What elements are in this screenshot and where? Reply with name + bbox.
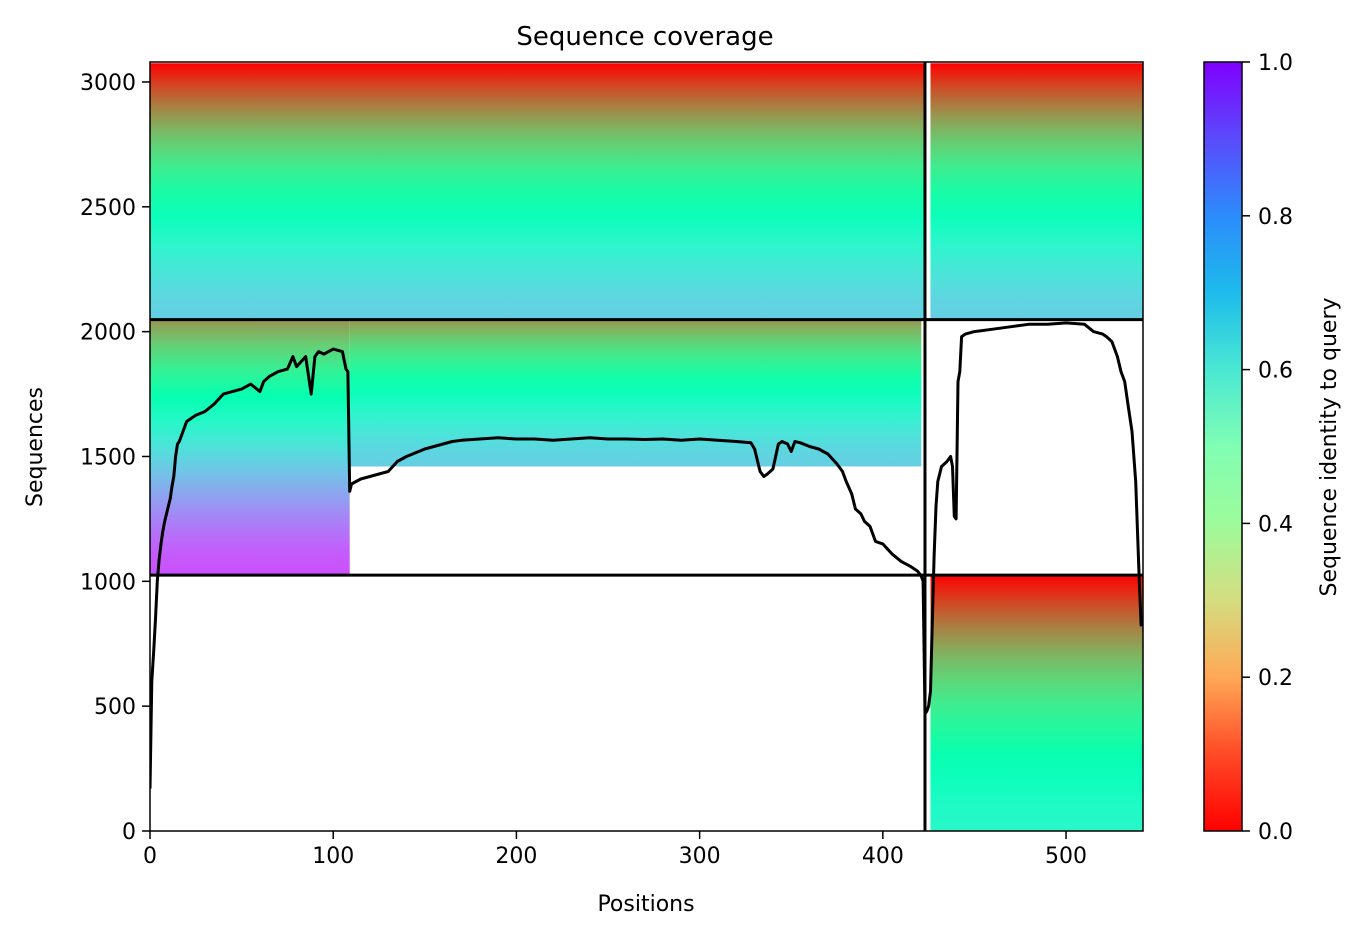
x-tick-label: 500 bbox=[1045, 844, 1087, 869]
block-a-right-mid bbox=[349, 319, 922, 467]
block-b-top bbox=[930, 63, 1143, 320]
x-tick-label: 400 bbox=[862, 844, 904, 869]
colorbar-tick-label: 0.6 bbox=[1258, 359, 1293, 384]
x-tick-label: 0 bbox=[143, 844, 157, 869]
colorbar-tick-label: 0.0 bbox=[1258, 820, 1293, 845]
y-tick-label: 2000 bbox=[80, 321, 136, 346]
x-tick-label: 200 bbox=[495, 844, 537, 869]
chart-title: Sequence coverage bbox=[516, 22, 773, 52]
colorbar-tick-label: 0.4 bbox=[1258, 512, 1293, 537]
colorbar-ticks: 0.0 0.2 0.4 0.6 0.8 1.0 bbox=[1242, 51, 1293, 845]
colorbar-tick-label: 0.2 bbox=[1258, 666, 1293, 691]
block-a-top bbox=[150, 63, 925, 320]
block-a-left-mid bbox=[150, 319, 350, 576]
colorbar-frame bbox=[1203, 61, 1243, 832]
y-tick-label: 1000 bbox=[80, 570, 136, 595]
colorbar-label: Sequence identity to query bbox=[1317, 297, 1342, 596]
colorbar: 0.0 0.2 0.4 0.6 0.8 1.0 Sequence identity to … bbox=[1203, 51, 1342, 845]
x-tick-label: 300 bbox=[679, 844, 721, 869]
identity-blocks bbox=[150, 63, 1143, 831]
y-tick-label: 2500 bbox=[80, 196, 136, 221]
plot-frame bbox=[149, 61, 1144, 832]
block-b-bottom bbox=[930, 575, 1143, 831]
colorbar-tick-label: 0.8 bbox=[1258, 205, 1293, 230]
colorbar-tick-label: 1.0 bbox=[1258, 51, 1293, 76]
y-tick-label: 1500 bbox=[80, 445, 136, 470]
y-axis-label: Sequences bbox=[23, 387, 48, 507]
y-axis: 0 500 1000 1500 2000 2500 3000 bbox=[80, 71, 150, 845]
x-axis: 0 100 200 300 400 500 bbox=[143, 831, 1087, 869]
y-tick-label: 0 bbox=[122, 820, 136, 845]
coverage-line bbox=[150, 321, 1143, 789]
plot-area bbox=[150, 62, 1143, 831]
colorbar-gradient bbox=[1204, 62, 1242, 831]
y-tick-label: 3000 bbox=[80, 71, 136, 96]
y-tick-label: 500 bbox=[94, 695, 136, 720]
x-axis-label: Positions bbox=[597, 892, 694, 917]
x-tick-label: 100 bbox=[312, 844, 354, 869]
